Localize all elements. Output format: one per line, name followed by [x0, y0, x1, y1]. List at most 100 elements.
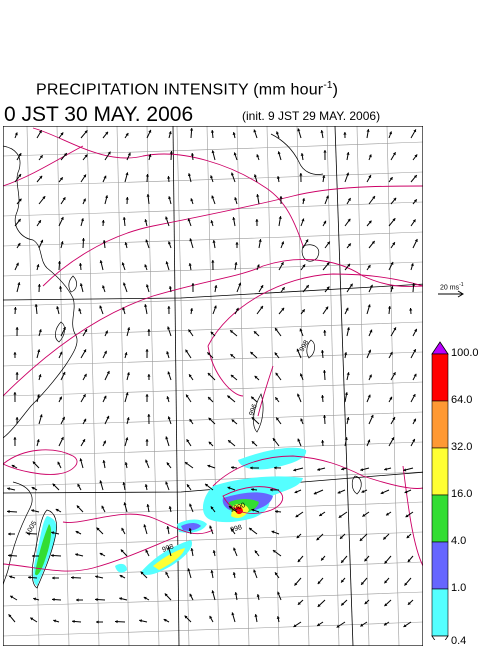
wind-arrow: [146, 129, 152, 139]
wind-arrow: [313, 489, 324, 495]
wind-arrow: [346, 372, 350, 381]
wind-arrow: [274, 352, 280, 359]
wind-arrow: [126, 372, 130, 381]
wind-arrow: [294, 577, 302, 586]
wind-arrow: [33, 597, 40, 601]
wind-arrow: [274, 327, 282, 337]
wind-arrow: [368, 374, 372, 381]
grid-meridian: [386, 126, 400, 646]
wind-arrow: [256, 194, 260, 205]
wind-arrow: [165, 481, 170, 491]
grid-parallel: [3, 381, 423, 397]
wind-arrow: [13, 436, 17, 447]
wind-arrow: [232, 217, 236, 227]
wind-arrow: [210, 506, 216, 513]
wind-arrow: [390, 371, 396, 381]
wind-arrow: [384, 467, 392, 471]
grid-parallel: [3, 291, 423, 307]
wind-arrow: [56, 306, 60, 315]
precip-colorbar: [431, 341, 449, 640]
colorbar-segment: [431, 494, 449, 543]
wind-arrow: [360, 621, 368, 627]
wind-arrow: [122, 282, 128, 293]
wind-arrow: [210, 129, 215, 139]
wind-arrow: [165, 571, 170, 579]
wind-arrow: [38, 414, 43, 425]
wind-arrow: [81, 237, 86, 249]
wind-arrow: [11, 464, 18, 469]
wind-arrow: [102, 175, 107, 183]
grid-meridian: [206, 126, 220, 646]
wind-arrow: [189, 238, 194, 249]
grid-parallel: [3, 561, 423, 577]
wind-arrow: [210, 175, 214, 183]
coastlines: [3, 133, 362, 589]
wind-arrow: [344, 218, 351, 227]
wind-arrow: [258, 284, 264, 293]
wind-arrow: [388, 437, 395, 447]
wind-arrow: [275, 417, 282, 425]
grid-parallel: [3, 231, 423, 247]
wind-arrow: [143, 596, 150, 601]
isobar-3: [42, 185, 423, 287]
isobar-13: [402, 465, 423, 567]
wind-arrow: [368, 154, 372, 161]
wind-arrow: [7, 532, 16, 536]
wind-arrow: [144, 484, 148, 491]
wind-arrow: [102, 285, 106, 293]
wind-arrow: [230, 527, 236, 535]
isobar-4: [3, 259, 423, 397]
wind-arrow: [99, 480, 104, 491]
wind-arrow: [275, 131, 280, 139]
wind-arrow: [388, 131, 393, 139]
wind-arrow: [31, 554, 40, 558]
wind-arrow: [147, 328, 151, 337]
wind-arrow: [99, 305, 104, 315]
wind-arrow: [114, 620, 126, 624]
wind-arrow: [166, 526, 170, 535]
wind-arrow: [145, 549, 150, 557]
wind-arrow: [207, 464, 216, 469]
wind-arrow: [15, 416, 19, 425]
wind-arrow: [412, 238, 418, 249]
wind-arrow: [124, 437, 129, 447]
meridian-major-east: [334, 126, 354, 646]
wind-arrow: [274, 396, 280, 403]
wind-arrow: [230, 353, 236, 359]
wind-arrow: [346, 243, 352, 249]
colorbar-segment: [431, 447, 449, 496]
wind-arrow: [71, 619, 82, 624]
wind-arrow: [145, 173, 150, 183]
taiwan-coast: [31, 509, 57, 589]
wind-arrow: [16, 152, 22, 161]
wind-arrow: [296, 533, 302, 539]
wind-arrow: [101, 219, 105, 227]
wind-arrow: [366, 394, 371, 403]
wind-arrow: [82, 373, 87, 381]
wind-arrow: [322, 261, 330, 271]
wind-arrow: [405, 511, 414, 518]
wind-arrow: [341, 467, 348, 471]
wind-arrow: [77, 483, 82, 491]
wind-arrow: [297, 438, 302, 447]
wind-arrow: [169, 150, 173, 161]
wind-arrow: [346, 327, 350, 337]
wind-arrow: [250, 396, 258, 403]
wind-arrow: [254, 375, 260, 381]
wind-arrow: [166, 351, 170, 359]
wind-arrow: [52, 483, 60, 491]
wind-arrow: [254, 550, 260, 557]
wind-arrow: [340, 577, 346, 583]
wind-vector-field: [6, 127, 418, 628]
wind-arrow: [293, 621, 302, 628]
wind-arrow: [7, 553, 18, 558]
wind-arrow: [344, 263, 351, 271]
wind-arrow: [233, 152, 238, 161]
wind-arrow: [186, 483, 192, 491]
wind-arrow: [368, 329, 373, 337]
wind-arrow: [324, 241, 331, 249]
isobar-6: [207, 345, 244, 397]
wind-arrow: [124, 132, 129, 139]
wind-arrow: [102, 460, 106, 469]
grid-parallel: [3, 351, 423, 367]
